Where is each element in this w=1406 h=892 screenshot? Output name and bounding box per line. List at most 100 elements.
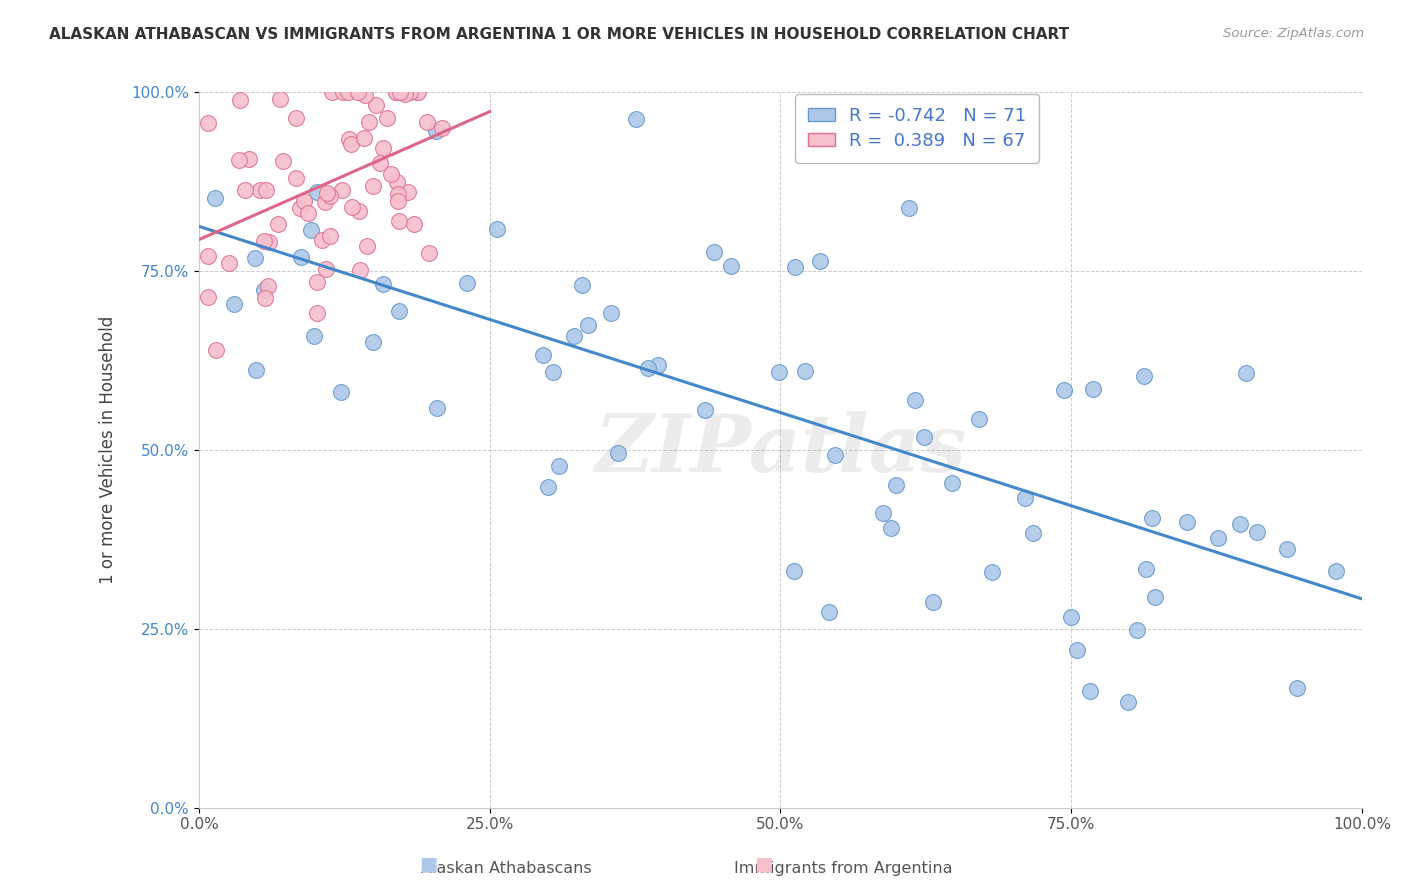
Point [399, 86, 422, 100]
Point [1133, 369, 1156, 384]
Point [695, 403, 717, 417]
Point [980, 565, 1002, 579]
Point [228, 153, 250, 168]
Point [388, 303, 411, 318]
Point [299, 223, 322, 237]
Point [387, 175, 409, 189]
Text: Alaskan Athabascans: Alaskan Athabascans [420, 861, 592, 876]
Legend: R = -0.742   N = 71, R =  0.389   N = 67: R = -0.742 N = 71, R = 0.389 N = 67 [794, 95, 1039, 162]
Point [637, 361, 659, 376]
Point [297, 206, 319, 220]
Point [1229, 516, 1251, 531]
Point [307, 185, 329, 199]
Point [389, 86, 412, 100]
Point [385, 86, 408, 100]
Point [346, 86, 368, 100]
Point [1144, 590, 1167, 604]
Point [408, 86, 430, 100]
Point [486, 222, 509, 236]
Text: ■: ■ [419, 855, 439, 873]
Point [912, 430, 935, 444]
Point [1206, 531, 1229, 545]
Point [316, 186, 339, 200]
Text: ALASKAN ATHABASCAN VS IMMIGRANTS FROM ARGENTINA 1 OR MORE VEHICLES IN HOUSEHOLD : ALASKAN ATHABASCAN VS IMMIGRANTS FROM AR… [49, 27, 1070, 42]
Point [1234, 367, 1257, 381]
Point [353, 131, 375, 145]
Point [824, 448, 846, 462]
Point [197, 116, 219, 130]
Text: ZIPatlas: ZIPatlas [595, 411, 966, 489]
Point [387, 194, 409, 208]
Point [218, 256, 240, 270]
Point [329, 384, 352, 399]
Point [388, 214, 411, 228]
Point [808, 254, 831, 268]
Point [238, 153, 260, 167]
Point [1135, 562, 1157, 576]
Point [197, 249, 219, 263]
Point [941, 476, 963, 491]
Point [564, 328, 586, 343]
Point [600, 306, 623, 320]
Point [319, 188, 342, 202]
Point [349, 204, 371, 219]
Point [314, 194, 336, 209]
Point [302, 328, 325, 343]
Point [245, 363, 267, 377]
Point [271, 153, 294, 168]
Point [1126, 623, 1149, 637]
Point [1246, 524, 1268, 539]
Point [387, 186, 409, 201]
Point [1324, 564, 1347, 578]
Point [290, 250, 312, 264]
Point [1275, 541, 1298, 556]
Point [288, 201, 311, 215]
Point [332, 86, 354, 100]
Point [339, 132, 361, 146]
Point [897, 201, 920, 215]
Point [285, 111, 308, 125]
Point [229, 93, 252, 107]
Point [720, 259, 742, 273]
Point [385, 86, 408, 100]
Point [339, 137, 361, 152]
Point [531, 348, 554, 362]
Point [921, 595, 943, 609]
Point [205, 343, 228, 358]
Point [256, 279, 278, 293]
Point [380, 167, 402, 181]
Point [768, 365, 790, 379]
Point [1014, 491, 1036, 505]
Point [571, 278, 593, 293]
Point [245, 252, 267, 266]
Point [394, 87, 416, 101]
Point [418, 245, 440, 260]
Text: Source: ZipAtlas.com: Source: ZipAtlas.com [1223, 27, 1364, 40]
Point [402, 217, 425, 231]
Point [1175, 515, 1198, 529]
Point [336, 86, 359, 100]
Point [425, 124, 447, 138]
Point [1118, 695, 1140, 709]
Point [1286, 681, 1309, 696]
Point [318, 228, 340, 243]
Point [426, 401, 449, 415]
Point [292, 194, 315, 209]
Point [284, 171, 307, 186]
Point [818, 605, 841, 619]
Point [204, 191, 226, 205]
Point [254, 184, 277, 198]
Point [537, 480, 560, 494]
Point [794, 364, 817, 378]
Point [547, 459, 569, 474]
Point [884, 478, 907, 492]
Point [371, 277, 394, 292]
Point [233, 183, 256, 197]
Point [576, 318, 599, 333]
Point [340, 200, 363, 214]
Point [253, 283, 276, 297]
Point [357, 115, 380, 129]
Point [371, 141, 394, 155]
Point [783, 564, 806, 578]
Point [904, 393, 927, 408]
